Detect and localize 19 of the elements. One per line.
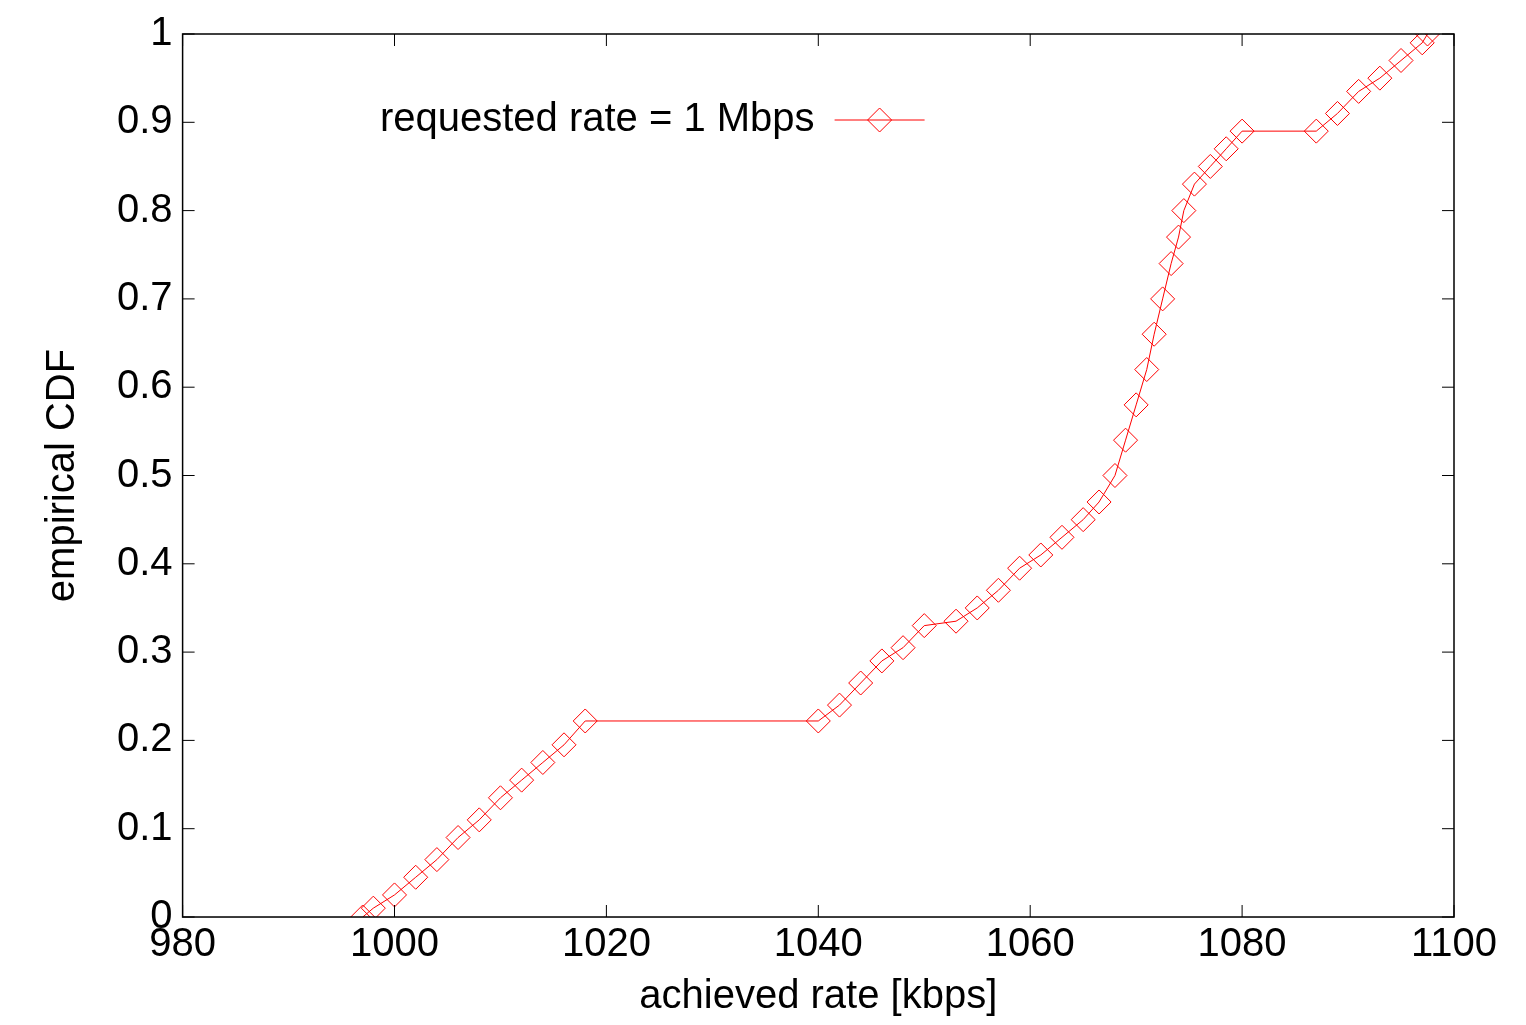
y-axis-title: empirical CDF: [38, 348, 83, 603]
x-tick-label: 1000: [350, 920, 439, 965]
legend-label: requested rate = 1 Mbps: [379, 95, 815, 140]
x-axis-title: achieved rate [kbps]: [639, 972, 998, 1017]
y-tick-label: 0.4: [117, 538, 173, 583]
y-tick-label: 0.1: [117, 803, 173, 848]
y-tick-label: 0.2: [117, 715, 173, 760]
y-tick-label: 0.9: [117, 97, 173, 142]
y-tick-label: 0.8: [117, 185, 173, 230]
x-tick-label: 1040: [773, 920, 863, 965]
x-tick-label: 1020: [561, 920, 651, 965]
y-tick-label: 0.6: [117, 362, 173, 407]
y-tick-label: 0.5: [117, 450, 173, 495]
y-tick-label: 0.7: [117, 273, 173, 318]
x-tick-label: 1080: [1197, 920, 1287, 965]
x-tick-label: 1100: [1410, 920, 1498, 965]
y-tick-label: 1: [150, 9, 173, 54]
y-tick-label: 0.3: [117, 627, 173, 672]
x-tick-label: 1060: [985, 920, 1075, 965]
